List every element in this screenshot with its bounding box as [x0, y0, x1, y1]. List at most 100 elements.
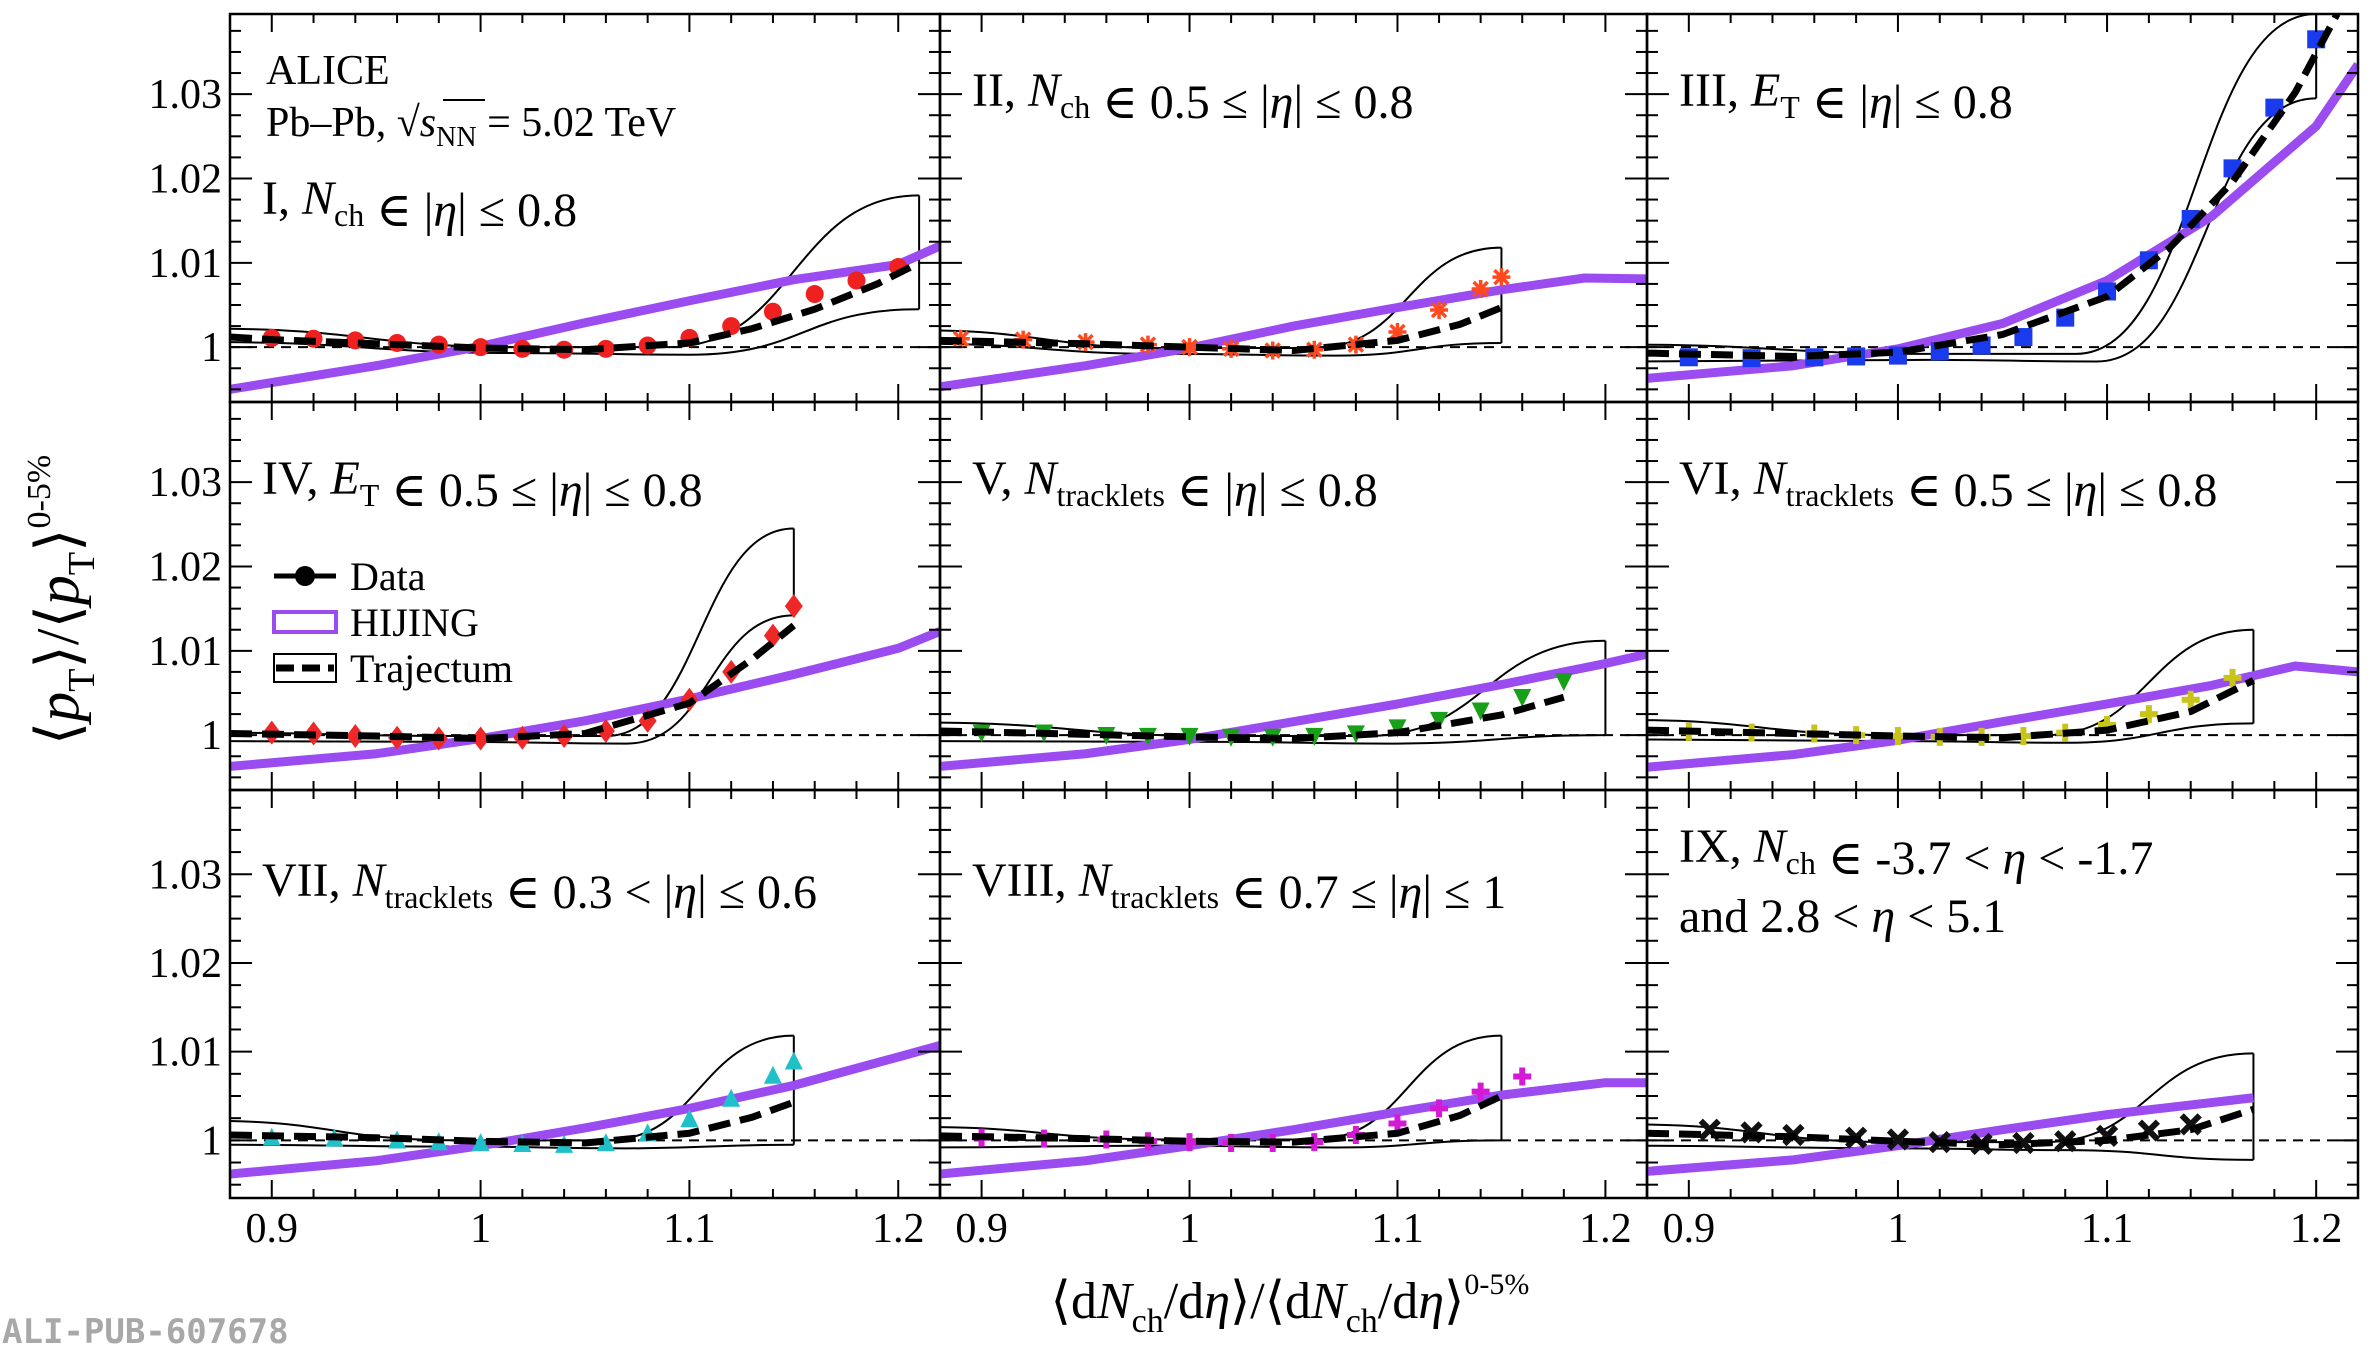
panel-label: II, Nch ∈ 0.5 ≤ |η| ≤ 0.8	[972, 64, 1413, 129]
y-tick-label: 1	[201, 713, 222, 759]
data-point	[1554, 673, 1573, 692]
data-point	[1305, 340, 1324, 359]
hijing-line	[1647, 1093, 2254, 1176]
panel-plot-area	[1647, 14, 2358, 383]
data-point	[1430, 301, 1449, 320]
y-tick-label: 1.01	[149, 629, 223, 675]
hijing-line	[1647, 661, 2358, 772]
legend-label: Trajectum	[350, 646, 513, 691]
data-point	[2014, 328, 2033, 347]
data-point	[471, 338, 490, 357]
panel-label: and 2.8 < η < 5.1	[1679, 890, 2006, 943]
panel-iii: III, ET ∈ |η| ≤ 0.8	[1645, 12, 2360, 404]
trajectum-line	[1647, 677, 2256, 742]
panel-viii: 0.9 1 1.1 1.2 VIII, Ntracklets ∈ 0.7 ≤ |η| ≤…	[938, 788, 1649, 1252]
panel-label: I, Nch ∈ |η| ≤ 0.8	[262, 172, 577, 237]
y-tick-label: 1.01	[149, 241, 223, 287]
footer-label: ALI-PUB-607678	[2, 1312, 289, 1352]
hijing-line	[230, 241, 940, 394]
hijing-line	[940, 1078, 1647, 1179]
panel-label: IX, Nch ∈ -3.7 < η < -1.7	[1679, 820, 2153, 885]
data-point	[784, 1051, 803, 1070]
data-point	[1180, 727, 1199, 746]
panel-i: 1 1.01 1.02 1.03 I, Nch ∈ |η| ≤ 0.8	[149, 12, 942, 404]
y-axis-title: ⟨pT⟩/⟨pT⟩0-5%	[21, 455, 103, 745]
data-point	[1430, 1099, 1449, 1118]
legend-data-marker	[295, 566, 315, 586]
trajectum-band-lower	[230, 1143, 794, 1150]
data-point	[2139, 705, 2158, 724]
y-tick-label: 1.03	[149, 460, 223, 506]
data-point	[1471, 1082, 1490, 1101]
data-point	[1388, 1114, 1407, 1133]
x-tick-label: 1.2	[1579, 1206, 1632, 1252]
data-point	[1388, 719, 1407, 738]
panel-plot-area	[230, 194, 940, 394]
panel-plot-area	[230, 527, 940, 771]
legend-hijing-swatch	[272, 610, 338, 634]
panel-label: IV, ET ∈ 0.5 ≤ |η| ≤ 0.8	[262, 452, 703, 517]
data-point	[784, 594, 803, 619]
data-point	[1305, 727, 1324, 746]
data-point	[1471, 702, 1490, 721]
panel-plot-area	[940, 639, 1647, 771]
trajectum-band-upper	[940, 1034, 1502, 1141]
data-point	[1180, 338, 1199, 357]
trajectum-line	[940, 693, 1565, 743]
trajectum-line	[940, 304, 1503, 355]
trajectum-line	[230, 1098, 796, 1147]
y-tick-label: 1.01	[149, 1030, 223, 1076]
legend-label: Data	[350, 554, 426, 599]
panel-vi: VI, Ntracklets ∈ 0.5 ≤ |η| ≤ 0.8	[1645, 400, 2360, 792]
trajectum-band-upper	[1647, 14, 2317, 355]
trajectum-band-upper	[1647, 1052, 2254, 1144]
panel-v: V, Ntracklets ∈ |η| ≤ 0.8	[938, 400, 1649, 792]
y-tick-label: 1	[201, 325, 222, 371]
data-point	[2012, 1131, 2035, 1155]
panel-label: VI, Ntracklets ∈ 0.5 ≤ |η| ≤ 0.8	[1679, 452, 2217, 517]
data-point	[1471, 279, 1490, 298]
panel-plot-area	[940, 1034, 1647, 1179]
panel-ii: II, Nch ∈ 0.5 ≤ |η| ≤ 0.8	[938, 12, 1649, 404]
x-tick-label: 1.2	[872, 1206, 925, 1252]
y-tick-label: 1	[201, 1118, 222, 1164]
system-label: Pb–Pb, √sNN = 5.02 TeV	[266, 100, 676, 153]
trajectum-band-lower	[940, 1139, 1502, 1149]
data-point	[2223, 668, 2242, 687]
data-point	[763, 1065, 782, 1084]
x-tick-label: 0.9	[955, 1206, 1008, 1252]
data-point	[471, 1133, 490, 1152]
panel-label: III, ET ∈ |η| ≤ 0.8	[1679, 64, 2013, 129]
panel-plot-area	[1647, 1052, 2358, 1176]
data-point	[596, 718, 615, 743]
x-tick-label: 1.1	[1371, 1206, 1424, 1252]
collaboration-label: ALICE	[266, 48, 390, 94]
x-tick-label: 1	[1887, 1206, 1908, 1252]
panel-label: V, Ntracklets ∈ |η| ≤ 0.8	[972, 452, 1378, 517]
data-point	[1492, 268, 1511, 287]
trajectum-band-lower	[940, 734, 1606, 745]
data-point	[2181, 690, 2200, 709]
x-tick-label: 1.1	[2081, 1206, 2134, 1252]
x-tick-label: 0.9	[246, 1206, 299, 1252]
trajectum-band-lower	[230, 614, 794, 745]
panel-vii: 1 1.01 1.02 1.03 0.9 1 1.1 1.2 VII, Ntracklets ∈…	[149, 788, 942, 1252]
legend-label: HIJING	[350, 600, 479, 645]
panel-iv: 1 1.01 1.02 1.03 IV, ET ∈ 0.5 ≤ |η| ≤ 0.8	[149, 400, 942, 792]
data-point	[722, 1088, 741, 1107]
trajectum-line	[1647, 14, 2341, 360]
y-tick-label: 1.02	[149, 941, 223, 987]
data-point	[346, 724, 365, 749]
data-point	[763, 302, 782, 321]
hijing-line	[940, 649, 1647, 771]
y-tick-label: 1.02	[149, 544, 223, 590]
data-point	[722, 317, 741, 336]
axis-titles: ⟨dNch/dη⟩/⟨dNch/dη⟩0-5% ⟨pT⟩/⟨pT⟩0-5%	[21, 455, 1529, 1340]
data-point	[596, 339, 615, 358]
alice-header: ALICE Pb–Pb, √sNN = 5.02 TeV	[266, 48, 676, 153]
trajectum-band-upper	[940, 246, 1502, 350]
data-point	[1513, 1067, 1532, 1086]
trajectum-line	[1647, 1105, 2255, 1149]
